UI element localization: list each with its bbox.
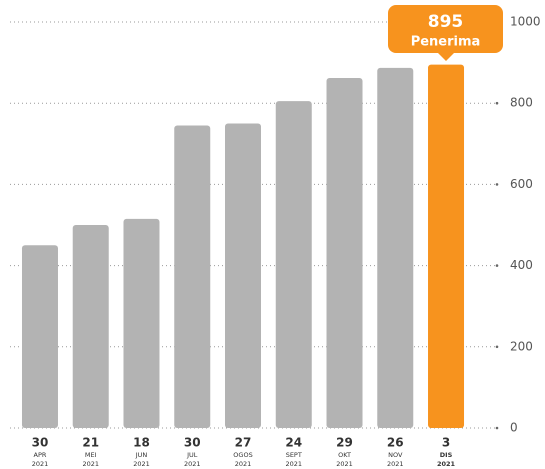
x-tick-day: 21 (82, 436, 99, 450)
tick-dot (495, 426, 499, 430)
tick-dot (495, 183, 499, 186)
tick-dot (495, 264, 499, 267)
y-tick-label: 600 (510, 177, 533, 191)
x-tick-day: 3 (442, 436, 450, 450)
callout-pointer (438, 53, 454, 61)
bar (21, 245, 58, 428)
x-tick-month: JUL (186, 451, 198, 459)
callout-label: Penerima (411, 35, 481, 50)
y-tick-label: 200 (510, 339, 533, 353)
tick-dot (495, 101, 499, 105)
x-tick-month: JUN (135, 451, 148, 459)
bar (72, 225, 109, 428)
bar (377, 67, 414, 429)
x-tick-year: 2021 (32, 460, 49, 468)
x-tick-year: 2021 (285, 460, 302, 468)
y-tick-label: 0 (510, 421, 518, 435)
bar (225, 123, 261, 428)
x-tick-year: 2021 (387, 460, 404, 468)
y-tick-label: 400 (510, 258, 533, 272)
x-tick-day: 18 (133, 436, 150, 450)
y-tick-label: 800 (510, 96, 533, 110)
y-tick-label: 1000 (510, 15, 541, 29)
x-tick-day: 26 (387, 436, 404, 450)
callout-box (388, 5, 503, 53)
x-tick-year: 2021 (437, 460, 456, 468)
x-tick-month: APR (34, 451, 47, 459)
x-tick-year: 2021 (184, 460, 201, 468)
bar (428, 64, 465, 428)
x-tick-year: 2021 (82, 460, 99, 468)
x-tick-day: 27 (235, 436, 252, 450)
callout: 895 Penerima (388, 5, 503, 61)
x-tick-month: DIS (440, 451, 453, 459)
x-tick-year: 2021 (235, 460, 252, 468)
callout-value: 895 (428, 12, 464, 32)
x-tick-year: 2021 (133, 460, 150, 468)
x-tick-month: MEI (85, 451, 97, 459)
x-tick-month: NOV (388, 451, 403, 459)
bar (174, 125, 211, 428)
x-tick-day: 24 (285, 436, 302, 450)
bar (326, 78, 363, 428)
tick-dot (495, 345, 499, 349)
x-tick-month: SEPT (286, 451, 302, 459)
x-tick-month: OGOS (233, 451, 252, 459)
x-tick-year: 2021 (336, 460, 353, 468)
x-tick-month: OKT (338, 451, 351, 459)
bar (275, 101, 312, 429)
x-tick-day: 29 (336, 436, 353, 450)
bar (123, 218, 160, 428)
x-tick-day: 30 (184, 436, 201, 450)
x-tick-day: 30 (32, 436, 49, 450)
